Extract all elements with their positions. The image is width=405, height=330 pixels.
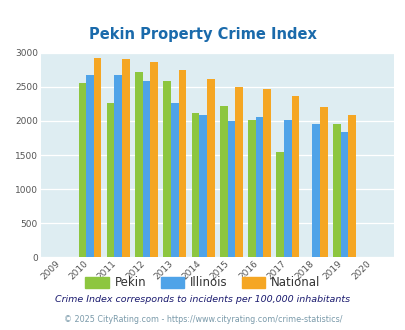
Bar <box>291 96 298 257</box>
Text: Crime Index corresponds to incidents per 100,000 inhabitants: Crime Index corresponds to incidents per… <box>55 295 350 304</box>
Bar <box>86 75 94 257</box>
Bar <box>207 80 214 257</box>
Bar <box>340 132 347 257</box>
Legend: Pekin, Illinois, National: Pekin, Illinois, National <box>80 272 325 294</box>
Bar <box>332 124 340 257</box>
Bar <box>94 57 101 257</box>
Bar <box>276 152 283 257</box>
Bar <box>220 106 227 257</box>
Bar <box>234 87 242 257</box>
Bar <box>227 121 234 257</box>
Bar <box>347 115 355 257</box>
Bar <box>171 103 178 257</box>
Bar <box>319 107 327 257</box>
Bar <box>199 115 207 257</box>
Bar <box>150 62 158 257</box>
Bar <box>79 83 86 257</box>
Bar <box>284 120 291 257</box>
Bar <box>263 89 271 257</box>
Bar <box>247 120 255 257</box>
Bar <box>135 72 143 257</box>
Bar <box>191 113 199 257</box>
Bar <box>255 117 263 257</box>
Bar <box>311 124 319 257</box>
Bar <box>178 70 186 257</box>
Bar <box>107 103 114 257</box>
Bar <box>163 82 171 257</box>
Bar <box>122 59 130 257</box>
Bar <box>143 82 150 257</box>
Bar <box>114 75 122 257</box>
Text: Pekin Property Crime Index: Pekin Property Crime Index <box>89 27 316 42</box>
Text: © 2025 CityRating.com - https://www.cityrating.com/crime-statistics/: © 2025 CityRating.com - https://www.city… <box>64 315 341 324</box>
